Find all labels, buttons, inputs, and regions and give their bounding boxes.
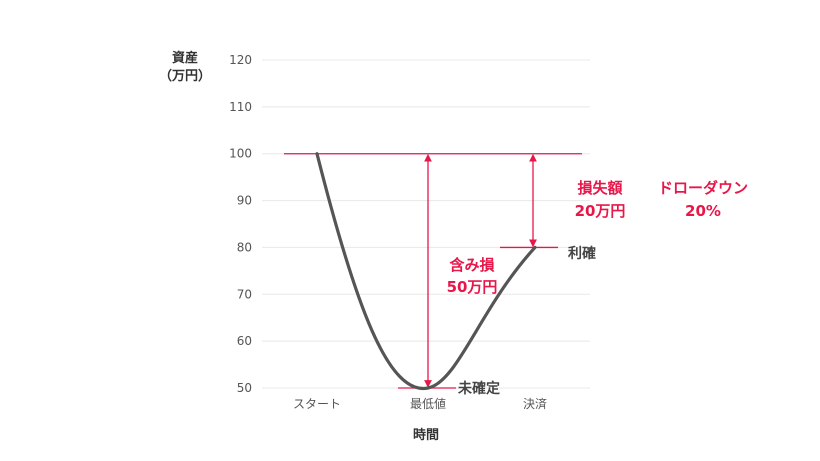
y-tick-label-70: 70 [237, 287, 252, 301]
y-tick-label-60: 60 [237, 334, 252, 348]
y-tick-label-90: 90 [237, 194, 252, 208]
drawdown-label: ドローダウン [658, 179, 748, 197]
y-tick-label-120: 120 [229, 53, 252, 67]
unrealized-loss-label: 含み損 [449, 256, 495, 274]
unconfirmed-label: 未確定 [458, 380, 500, 397]
asset-series-line [315, 152, 537, 391]
y-tick-label-80: 80 [237, 240, 252, 254]
y-tick-label-110: 110 [229, 100, 252, 114]
y-tick-label-50: 50 [237, 381, 252, 395]
unrealized-loss-value: 50万円 [447, 278, 498, 296]
y-axis-title-line2: （万円） [159, 68, 211, 84]
x-axis-title: 時間 [413, 427, 439, 443]
x-tick-label-0: スタート [293, 397, 341, 411]
y-axis-title-line1: 資産 [172, 50, 198, 66]
x-tick-label-1: 最低値 [410, 396, 446, 411]
x-tick-label-2: 決済 [523, 396, 547, 411]
gridlines [262, 59, 590, 389]
loss-amount-value: 20万円 [575, 202, 626, 220]
x-tick-labels: スタート 最低値 決済 [293, 396, 547, 411]
y-tick-label-100: 100 [229, 147, 252, 161]
y-tick-labels: 50 60 70 80 90 100 110 120 [229, 53, 252, 395]
loss-amount-label: 損失額 [577, 179, 622, 197]
take-profit-label: 利確 [568, 245, 596, 262]
drawdown-value: 20% [685, 202, 721, 220]
